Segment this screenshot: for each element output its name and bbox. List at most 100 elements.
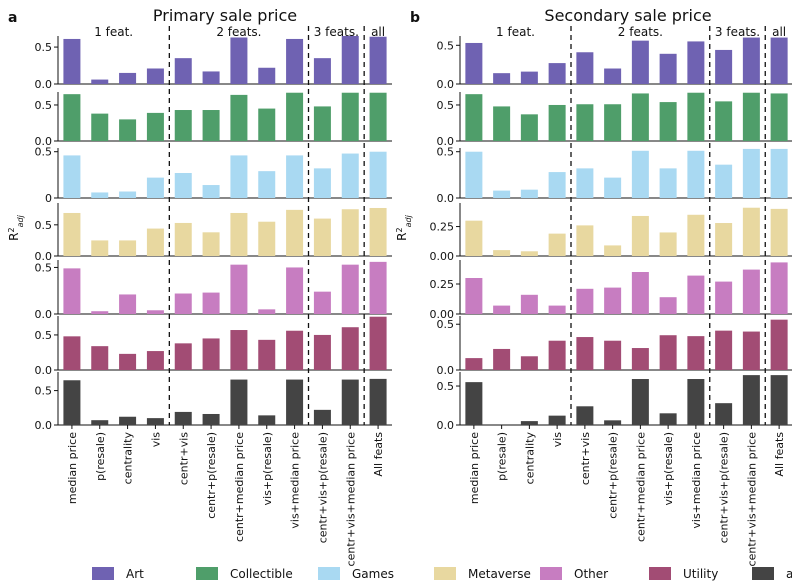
bar-utility-vis xyxy=(548,340,566,370)
legend-label-other: Other xyxy=(574,567,608,581)
bar-utility-centr-median-price xyxy=(631,348,649,370)
bar-utility-centr-p-resale- xyxy=(202,338,220,370)
bar-metaverse-all-feats xyxy=(369,207,387,256)
bar-metaverse-p-resale- xyxy=(91,240,109,256)
subplot-row-utility: 0.0 0.5 xyxy=(35,316,392,377)
y-tick-label: 0.5 xyxy=(437,380,455,393)
bar-collectible-centr-vis-p-resale- xyxy=(313,106,331,141)
bar-metaverse-vis-p-resale- xyxy=(258,221,276,256)
bar-all-vis-median-price xyxy=(286,379,304,425)
bar-other-vis xyxy=(146,310,164,314)
x-tick-label: centr+p(resale) xyxy=(205,432,218,519)
bar-all-centr-vis-p-resale- xyxy=(313,409,331,425)
bar-other-centrality xyxy=(520,294,538,314)
bar-art-centr-median-price xyxy=(631,40,649,84)
bar-collectible-centr-median-price xyxy=(230,94,248,141)
x-tick-label: centrality xyxy=(523,432,536,485)
bar-collectible-vis-median-price xyxy=(286,92,304,141)
bar-utility-all-feats xyxy=(369,316,387,370)
legend-label-metaverse: Metaverse xyxy=(468,567,531,581)
y-axis-label: R2adj xyxy=(395,214,413,240)
bar-collectible-centr-vis-median-price xyxy=(341,92,359,141)
legend-label-collectible: Collectible xyxy=(230,567,293,581)
bar-collectible-centr-p-resale- xyxy=(604,104,622,141)
bar-all-centrality xyxy=(520,421,538,425)
bar-utility-centr-vis-median-price xyxy=(742,331,760,370)
y-tick-label: 0.0 xyxy=(35,419,53,432)
bar-utility-centr-median-price xyxy=(230,330,248,370)
bar-all-vis xyxy=(146,418,164,425)
bar-collectible-centr-vis-p-resale- xyxy=(715,101,733,141)
bar-art-median-price xyxy=(63,38,81,84)
bar-utility-all-feats xyxy=(770,319,788,370)
bar-art-all-feats xyxy=(369,36,387,84)
x-tick-label: vis+median price xyxy=(289,432,302,529)
subplot-row-other: 0.00 0.25 xyxy=(430,260,792,321)
y-tick-label: 0.5 xyxy=(35,99,53,112)
bar-all-vis-p-resale- xyxy=(258,415,276,425)
y-tick-label: 0.5 xyxy=(35,41,53,54)
bar-other-vis-p-resale- xyxy=(659,297,677,314)
y-tick-label: 0.5 xyxy=(437,39,455,52)
bar-metaverse-centrality xyxy=(119,240,137,256)
y-tick-label: 0.5 xyxy=(437,146,455,159)
panel-primary-sale-price: a Primary sale price R2adj 1 feat. 2 feat… xyxy=(7,6,392,567)
y-tick-label: 0.5 xyxy=(35,219,53,232)
panel-label: a xyxy=(8,10,17,26)
y-tick-label: 0.25 xyxy=(430,278,455,291)
bar-utility-vis-median-price xyxy=(687,336,705,370)
bar-utility-vis xyxy=(146,351,164,370)
bar-games-centr-vis-p-resale- xyxy=(715,164,733,198)
bar-collectible-centrality xyxy=(520,114,538,141)
bar-metaverse-centr-p-resale- xyxy=(604,245,622,256)
subplot-row-games: 0.0 0.5 xyxy=(437,146,792,205)
x-tick-label: centr+vis+p(resale) xyxy=(718,432,731,543)
group-label: 2 feats. xyxy=(216,25,261,39)
bar-art-centr-p-resale- xyxy=(604,68,622,84)
bar-other-centr-vis-median-price xyxy=(742,269,760,314)
panel-title: Primary sale price xyxy=(153,6,297,25)
y-tick-label: 0.0 xyxy=(437,192,455,205)
bar-collectible-vis-p-resale- xyxy=(659,102,677,141)
bar-other-centr-vis-p-resale- xyxy=(715,281,733,314)
y-tick-label: 0.00 xyxy=(430,308,455,321)
bar-metaverse-centr-median-price xyxy=(631,215,649,256)
y-tick-label: 0.0 xyxy=(35,78,53,91)
x-tick-label: centr+median price xyxy=(634,432,647,542)
bar-utility-centr-vis-median-price xyxy=(341,327,359,370)
bar-art-centr-vis xyxy=(576,52,594,84)
subplot-row-art: 0.0 0.5 xyxy=(437,36,792,91)
group-label: 2 feats. xyxy=(618,25,663,39)
bar-games-vis xyxy=(146,177,164,198)
bar-games-vis xyxy=(548,172,566,198)
bar-all-vis-median-price xyxy=(687,379,705,425)
x-tick-label: centrality xyxy=(122,432,135,485)
bar-games-centrality xyxy=(520,189,538,198)
bar-games-vis-p-resale- xyxy=(659,168,677,198)
bar-metaverse-centr-vis xyxy=(174,222,192,256)
x-tick-label: vis+p(resale) xyxy=(261,432,274,505)
bar-art-centr-vis-p-resale- xyxy=(313,58,331,84)
bar-all-centr-vis-p-resale- xyxy=(715,403,733,425)
bar-games-centr-p-resale- xyxy=(202,185,220,198)
bar-utility-median-price xyxy=(465,358,483,370)
bar-metaverse-vis xyxy=(548,233,566,256)
group-label: 3 feats. xyxy=(314,25,359,39)
bar-utility-centr-vis-p-resale- xyxy=(715,330,733,370)
legend-label-art: Art xyxy=(126,567,144,581)
bar-utility-vis-median-price xyxy=(286,330,304,370)
x-tick-label: centr+vis+median price xyxy=(344,432,357,567)
bar-art-centr-vis-median-price xyxy=(341,36,359,84)
bar-collectible-centr-vis xyxy=(174,110,192,141)
bar-games-centr-p-resale- xyxy=(604,177,622,198)
group-label: all xyxy=(371,25,385,39)
bar-collectible-p-resale- xyxy=(91,113,109,141)
bar-games-centr-vis xyxy=(576,168,594,198)
bar-utility-p-resale- xyxy=(493,348,511,370)
bar-other-vis-median-price xyxy=(286,267,304,314)
bar-other-median-price xyxy=(465,278,483,314)
bar-metaverse-vis-median-price xyxy=(286,209,304,256)
bar-collectible-vis-p-resale- xyxy=(258,108,276,141)
bar-art-vis xyxy=(548,63,566,84)
bar-metaverse-vis xyxy=(146,228,164,256)
